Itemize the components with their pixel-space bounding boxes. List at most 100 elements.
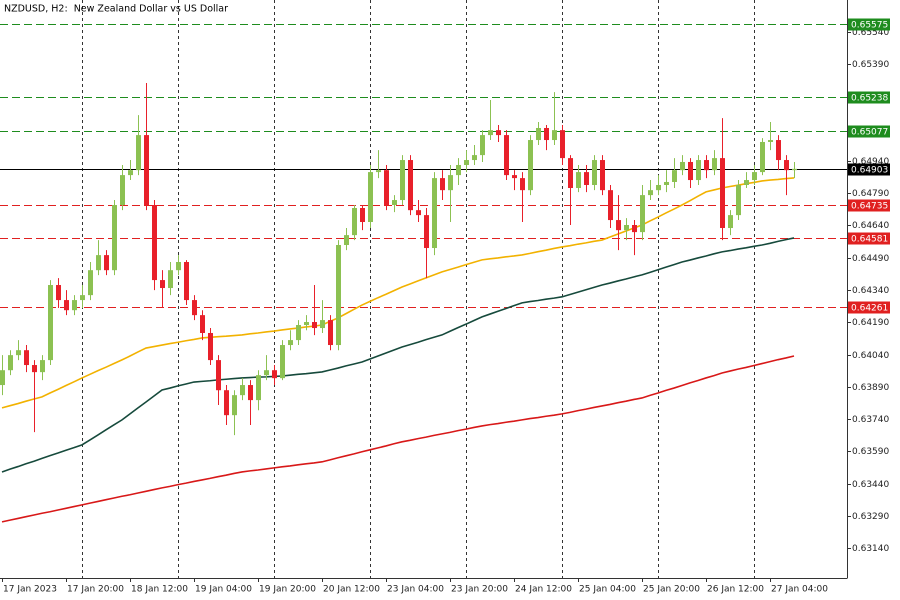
- candle-body: [704, 160, 709, 171]
- x-tick-label: 25 Jan 20:00: [643, 585, 700, 595]
- candle-body: [264, 370, 269, 376]
- candle-body: [512, 175, 517, 179]
- level-label: 0.64735: [851, 202, 888, 212]
- candle-body: [760, 141, 765, 173]
- candle-body: [96, 255, 101, 271]
- candle-body: [520, 178, 525, 191]
- candle-body: [128, 170, 133, 176]
- level-label-box: [848, 232, 890, 245]
- candle-body: [504, 135, 509, 176]
- candle-body: [160, 280, 165, 289]
- y-tick-label: 0.64190: [852, 318, 889, 328]
- candle-body: [608, 190, 613, 221]
- candle-body: [40, 360, 45, 373]
- candle-body: [112, 204, 117, 271]
- candle-body: [664, 181, 669, 185]
- candle-body: [288, 340, 293, 346]
- x-tick-label: 19 Jan 20:00: [259, 585, 316, 595]
- candle-body: [752, 172, 757, 181]
- candle-body: [408, 160, 413, 211]
- candle-body: [352, 208, 357, 236]
- y-tick-label: 0.63590: [852, 447, 889, 457]
- candle-body: [416, 210, 421, 216]
- candle-body: [48, 285, 53, 361]
- candle-body: [280, 345, 285, 379]
- y-tick-label: 0.63290: [852, 512, 889, 522]
- candle-body: [768, 140, 773, 142]
- candle-body: [0, 370, 5, 386]
- x-tick-label: 25 Jan 04:00: [579, 585, 636, 595]
- x-tick-label: 23 Jan 20:00: [451, 585, 508, 595]
- candle-body: [216, 360, 221, 391]
- candle-body: [440, 178, 445, 191]
- candle-body: [360, 208, 365, 222]
- candle-body: [368, 172, 373, 222]
- y-tick-label: 0.63740: [852, 415, 889, 425]
- level-label: 0.64903: [851, 166, 888, 176]
- y-tick-label: 0.64790: [852, 189, 889, 199]
- candle-body: [56, 285, 61, 301]
- y-tick-label: 0.63440: [852, 480, 889, 490]
- candle-body: [728, 215, 733, 229]
- candle-body: [488, 130, 493, 136]
- x-tick-label: 17 Jan 20:00: [67, 585, 124, 595]
- axis-panel: [847, 0, 900, 600]
- y-tick-label: 0.65390: [852, 60, 889, 70]
- candle-body: [480, 135, 485, 156]
- candle-body: [16, 350, 21, 356]
- candle-body: [528, 140, 533, 191]
- x-tick-label: 23 Jan 04:00: [387, 585, 444, 595]
- candle-body: [32, 365, 37, 373]
- candle-body: [80, 295, 85, 301]
- level-label-box: [848, 301, 890, 314]
- candle-body: [464, 160, 469, 165]
- level-label-box: [848, 91, 890, 104]
- level-label-box: [848, 18, 890, 31]
- candle-body: [144, 135, 149, 205]
- ma-line: [1, 355, 795, 523]
- candle-body: [224, 390, 229, 416]
- y-tick-label: 0.64040: [852, 351, 889, 361]
- candle-body: [680, 161, 685, 171]
- axis-panel: [0, 578, 900, 600]
- candle-body: [432, 178, 437, 249]
- candle-body: [312, 322, 317, 329]
- candle-body: [184, 262, 189, 301]
- x-tick-label: 17 Jan 2023: [3, 585, 57, 595]
- candle-body: [584, 172, 589, 185]
- candle-body: [560, 130, 565, 159]
- candle-body: [776, 140, 781, 161]
- y-tick-label: 0.63890: [852, 383, 889, 393]
- candle-body: [576, 172, 581, 189]
- y-tick-label: 0.65540: [852, 28, 889, 38]
- x-tick-label: 19 Jan 04:00: [195, 585, 252, 595]
- candle-body: [192, 300, 197, 316]
- candle-body: [248, 385, 253, 401]
- candle-body: [152, 204, 157, 281]
- candle-body: [328, 320, 333, 346]
- candle-body: [72, 300, 77, 311]
- level-label: 0.65077: [851, 128, 888, 138]
- y-tick-label: 0.63140: [852, 544, 889, 554]
- candle-body: [208, 332, 213, 361]
- candle-body: [712, 158, 717, 171]
- x-tick-label: 27 Jan 04:00: [771, 585, 828, 595]
- candle-body: [496, 130, 501, 136]
- candle-body: [256, 375, 261, 401]
- candle-body: [168, 270, 173, 289]
- ma-line: [1, 177, 795, 409]
- candle-body: [232, 395, 237, 416]
- candle-body: [688, 161, 693, 181]
- candle-body: [104, 255, 109, 271]
- candle-body: [448, 175, 453, 191]
- candle-body: [792, 168, 797, 171]
- candle-body: [624, 225, 629, 231]
- candle-body: [744, 180, 749, 185]
- candle-body: [336, 245, 341, 346]
- period-separators: [82, 0, 755, 578]
- level-label: 0.64581: [851, 235, 888, 245]
- candle-body: [696, 160, 701, 181]
- y-tick-label: 0.64490: [852, 254, 889, 264]
